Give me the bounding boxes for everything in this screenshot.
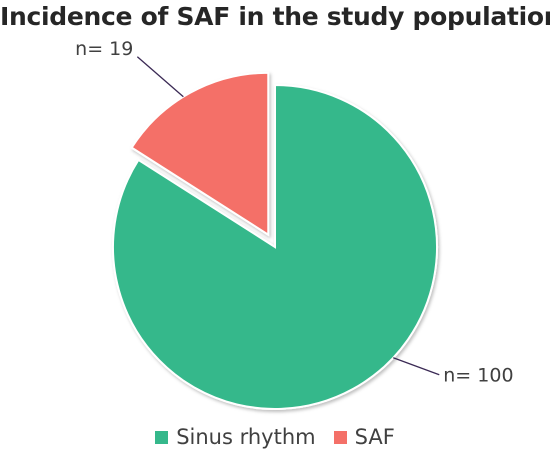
chart-title: Incidence of SAF in the study population bbox=[0, 2, 550, 31]
legend-swatch-saf bbox=[333, 430, 347, 444]
legend-item-sinus-rhythm: Sinus rhythm bbox=[155, 425, 316, 449]
data-label-saf: n= 19 bbox=[75, 38, 133, 60]
legend-swatch-sinus-rhythm bbox=[155, 430, 169, 444]
data-label-sinus-rhythm: n= 100 bbox=[443, 365, 513, 387]
legend-item-saf: SAF bbox=[333, 425, 395, 449]
pie-slice-saf bbox=[130, 71, 270, 237]
leader-line-saf bbox=[136, 56, 184, 98]
legend-label-sinus-rhythm: Sinus rhythm bbox=[176, 425, 316, 449]
chart-legend: Sinus rhythm SAF bbox=[0, 425, 550, 449]
legend-label-saf: SAF bbox=[354, 425, 395, 449]
leader-line-sinus-rhythm bbox=[393, 357, 440, 376]
pie-slice-sinus-rhythm bbox=[112, 83, 438, 410]
